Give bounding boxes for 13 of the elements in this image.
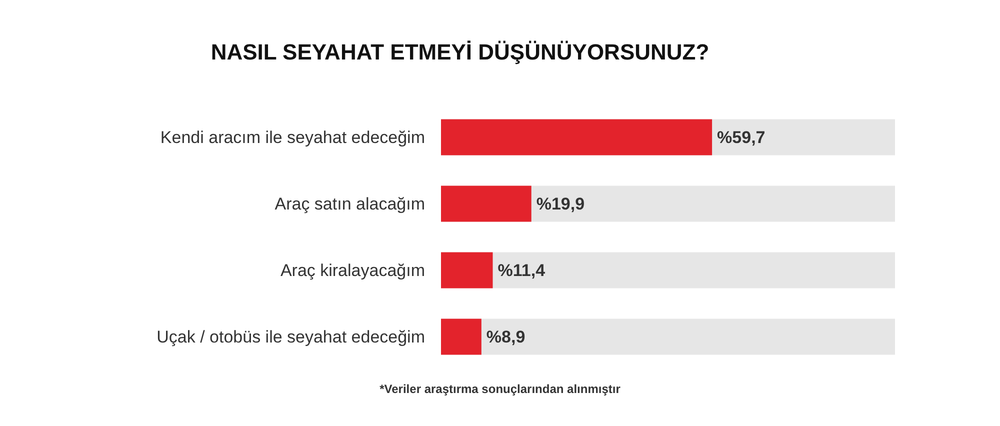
data-label: %8,9 <box>486 327 526 346</box>
y-tick-label: Kendi aracım ile seyahat edeceğim <box>160 128 425 147</box>
y-tick-label: Araç kiralayacağım <box>280 260 425 280</box>
bar <box>441 252 493 288</box>
text: *Veriler araştırma sonuçlarından alınmıştır <box>380 382 621 396</box>
y-tick-label: Araç satın alacağım <box>274 194 425 214</box>
chart-title: NASIL SEYAHAT ETMEYİ DÜŞÜNÜYORSUNUZ? <box>210 40 710 64</box>
data-label: %11,4 <box>498 260 546 280</box>
data-label: %59,7 <box>717 128 766 147</box>
data-label: %19,9 <box>536 194 585 214</box>
bar <box>441 318 482 355</box>
bar <box>441 186 532 222</box>
y-tick-label: Uçak / otobüs ile seyahat edeceğim <box>156 327 425 346</box>
